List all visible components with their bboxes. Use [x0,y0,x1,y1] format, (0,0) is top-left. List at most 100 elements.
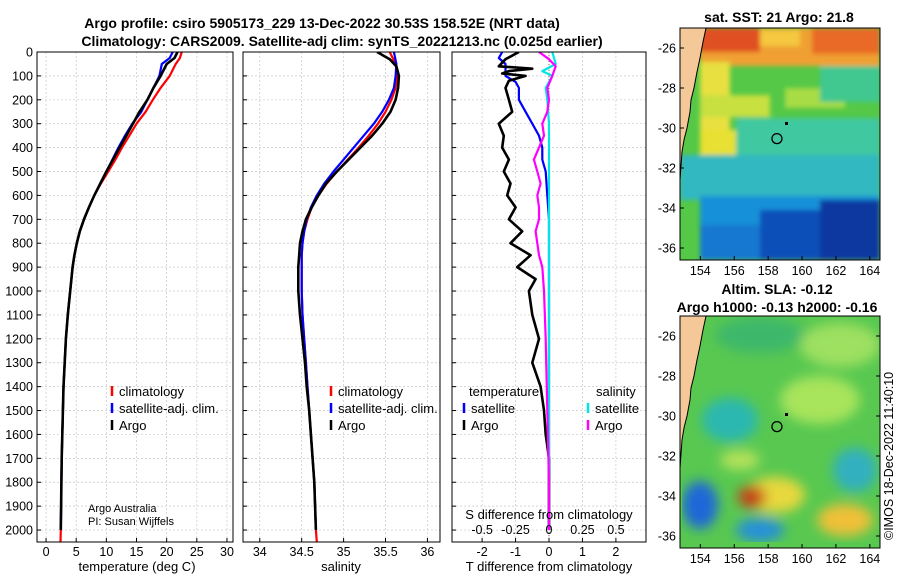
map-xtick-label: 154 [690,552,711,566]
map-ytick-label: -32 [658,162,676,176]
map-ytick-label: -30 [658,410,676,424]
legend-label-argo: Argo [119,418,146,433]
secondary-xtick-label: 0.25 [570,523,594,537]
sst-island-marker [785,122,788,125]
xtick-label: 5 [73,545,80,559]
imos-watermark: ©IMOS 18-Dec-2022 11:40:10 [882,372,896,540]
map-ytick-label: -34 [658,490,676,504]
xtick-label: 10 [99,545,113,559]
series-line-argo [59,52,179,531]
map-ytick-label: -36 [658,242,676,256]
legend-label-argo: Argo [338,418,365,433]
annotation-argo-australia: Argo Australia [88,503,157,515]
sla-map-panel: Altim. SLA: -0.12 Argo h1000: -0.13 h200… [658,281,881,567]
xtick-label: 34.5 [290,545,314,559]
difference-lines [497,52,557,530]
ytick-label: 500 [12,165,33,179]
xtick-label: 1 [579,545,586,559]
temperature-lines [59,52,183,542]
secondary-xtick-label: -0.25 [501,523,530,537]
xtick-label: 25 [190,545,204,559]
sla-map-frame [679,315,881,549]
temperature-grid [37,51,233,542]
title-line-2: Climatology: CARS2009. Satellite-adj cli… [81,33,602,49]
series-line-argo [296,52,401,531]
map-xtick-label: 156 [724,552,745,566]
difference-temperature-legend: temperature satellite Argo [462,384,539,433]
legend-label-s-argo: Argo [595,418,622,433]
difference-xlabel: T difference from climatology [466,559,633,574]
legend-label-climatology: climatology [338,384,404,399]
xtick-label: 0 [43,545,50,559]
map-xtick-label: 156 [724,264,745,278]
map-ytick-label: -32 [658,450,676,464]
annotation-pi: PI: Susan Wijffels [88,516,174,528]
map-ytick-label: -34 [658,202,676,216]
map-xtick-label: 158 [758,264,779,278]
map-xtick-label: 162 [826,552,847,566]
ytick-label: 1900 [5,500,33,514]
legend-label-t-argo: Argo [471,418,498,433]
xtick-label: 34 [253,545,267,559]
ytick-label: 1300 [5,356,33,370]
legend-label-t-satellite: satellite [471,401,515,416]
map-ytick-label: -30 [658,122,676,136]
ytick-label: 1100 [6,308,33,322]
map-ytick-label: -28 [658,82,676,96]
xtick-label: 0 [546,545,553,559]
xtick-label: -2 [477,545,488,559]
ytick-label: 1800 [5,476,33,490]
xtick-label: 2 [612,545,619,559]
ytick-label: 200 [12,93,33,107]
ytick-label: 400 [12,141,33,155]
legend-label-satellite: satellite-adj. clim. [119,401,219,416]
difference-panel: -2 -1 0 1 2 -0.5 -0.25 0 0.25 0.5 S difference f… [451,51,647,574]
sst-field [680,28,880,260]
xtick-label: -1 [510,545,521,559]
sla-island-marker [785,413,788,416]
salinity-panel: 34 34.5 35 35.5 36 salinity climatology sate… [242,51,441,574]
salinity-xlabel: salinity [321,559,361,574]
xtick-label: 36 [420,545,434,559]
map-ytick-label: -26 [658,42,676,56]
xtick-label: 20 [160,545,174,559]
sla-map-title-1: Altim. SLA: -0.12 [721,281,832,297]
ytick-label: 1400 [5,380,33,394]
map-xtick-label: 154 [690,264,711,278]
sla-coastline [680,316,707,469]
map-xtick-label: 164 [859,552,880,566]
salinity-grid [243,51,440,542]
sst-argo-position-marker [771,132,783,145]
ytick-label: 300 [12,117,33,131]
ytick-label: 900 [12,261,33,275]
difference-salinity-legend: salinity satellite Argo [586,384,639,433]
temperature-xticks: 0 5 10 15 20 25 30 [37,51,234,559]
map-ytick-label: -36 [658,530,676,544]
legend-title-temperature: temperature [469,384,539,399]
ytick-label: 700 [12,213,33,227]
xtick-label: 15 [130,545,144,559]
ytick-label: 2000 [5,524,33,538]
ytick-label: 1000 [5,285,33,299]
sst-map-frame [679,27,881,261]
depth-yticks: 0 100 200 300 400 500 600 700 800 900 1000 1100 1200… [5,46,33,538]
temperature-legend: climatology satellite-adj. clim. Argo [110,384,219,433]
temperature-panel: 0 5 10 15 20 25 30 0 100 200 300 400 500 600 700 800 90… [5,46,234,575]
ytick-label: 1500 [5,404,33,418]
sla-map-ticks: 154 156 158 160 162 164 -26 -28 -30 -32 -34 -36 [658,330,880,567]
ytick-label: 1600 [5,428,33,442]
series-line-s-argo [532,52,557,530]
temperature-xlabel: temperature (deg C) [78,559,195,574]
map-xtick-label: 164 [859,264,880,278]
series-line-s-satellite [541,52,557,530]
sst-map-title: sat. SST: 21 Argo: 21.8 [704,9,854,25]
sst-map-panel: sat. SST: 21 Argo: 21.8 [658,9,881,278]
temperature-axes-frame [36,51,234,543]
sla-argo-position-marker [771,420,783,433]
title-line-1: Argo profile: csiro 5905173_229 13-Dec-2… [84,15,559,31]
ytick-label: 1200 [5,332,33,346]
sst-coastline [680,28,707,181]
secondary-xtick-label: 0 [546,523,553,537]
series-line-climatology [300,52,399,542]
